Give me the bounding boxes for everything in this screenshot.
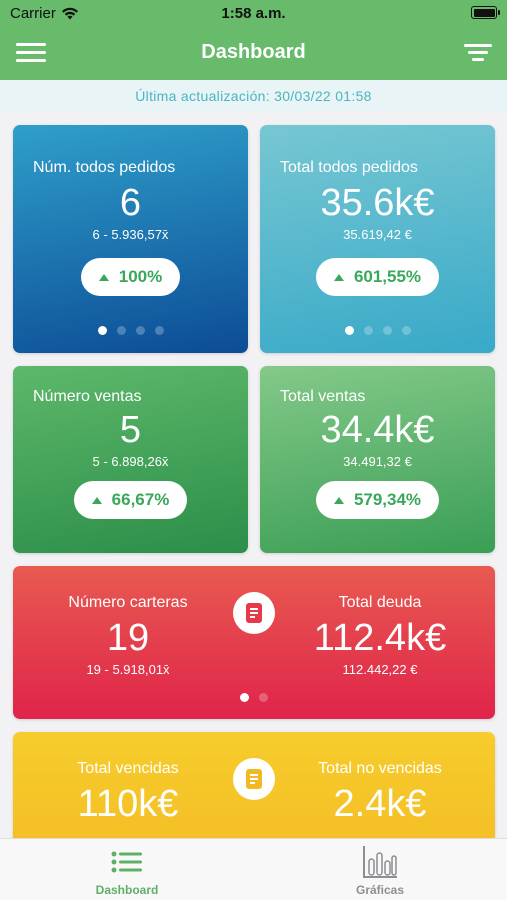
tab-graficas[interactable]: Gráficas (310, 845, 450, 897)
page-dot[interactable] (135, 326, 145, 335)
card-label: Número carteras (68, 594, 188, 611)
last-update-banner: Última actualización: 30/03/22 01:58 (0, 80, 507, 112)
tab-label: Gráficas (355, 883, 405, 897)
card-sub: 34.491,32 € (343, 454, 412, 469)
bar-chart-icon (310, 845, 450, 879)
portfolios-section: Número carteras 19 19 - 5.918,01x̄ (38, 594, 218, 677)
not-overdue-section: Total no vencidas 2.4k€ (290, 760, 470, 826)
card-sales-count[interactable]: Número ventas 5 5 - 6.898,26x̄ 66,67% (13, 366, 248, 553)
carrier-label: Carrier (10, 5, 56, 22)
page-title: Dashboard (201, 41, 306, 63)
card-label: Total deuda (338, 594, 422, 611)
arrow-up-icon (91, 496, 102, 504)
filter-icon[interactable] (463, 44, 493, 64)
page-indicator[interactable] (13, 326, 248, 335)
card-label: Núm. todos pedidos (33, 159, 176, 176)
change-value: 66,67% (111, 490, 170, 509)
arrow-up-icon (333, 496, 344, 504)
card-value: 2.4k€ (333, 783, 427, 825)
page-indicator[interactable] (13, 693, 495, 702)
battery-icon (471, 6, 500, 19)
arrow-up-icon (333, 273, 344, 281)
card-label: Total ventas (280, 388, 366, 405)
tab-bar: Dashboard Gráficas (0, 838, 507, 900)
card-sales-total[interactable]: Total ventas 34.4k€ 34.491,32 € 579,34% (260, 366, 495, 553)
arrow-up-icon (98, 273, 109, 281)
card-debt[interactable]: Número carteras 19 19 - 5.918,01x̄ Total… (13, 566, 495, 719)
change-badge: 579,34% (315, 481, 440, 519)
tab-label: Dashboard (95, 883, 159, 897)
receipt-icon (233, 592, 275, 634)
card-sub: 35.619,42 € (343, 227, 412, 242)
card-value: 6 (119, 182, 142, 224)
card-orders-count[interactable]: Núm. todos pedidos 6 6 - 5.936,57x̄ 100% (13, 125, 248, 353)
card-value: 5 (119, 409, 142, 451)
tab-dashboard[interactable]: Dashboard (57, 845, 197, 897)
card-orders-total[interactable]: Total todos pedidos 35.6k€ 35.619,42 € 6… (260, 125, 495, 353)
card-sub: 5 - 6.898,26x̄ (92, 454, 169, 469)
change-badge: 601,55% (315, 258, 440, 296)
card-label: Total no vencidas (318, 760, 442, 777)
page-dot[interactable] (97, 326, 107, 335)
card-sub: 19 - 5.918,01x̄ (86, 662, 170, 677)
page-dot[interactable] (382, 326, 392, 335)
change-value: 579,34% (353, 490, 422, 509)
page-dot[interactable] (259, 693, 268, 702)
card-value: 19 (106, 617, 150, 659)
list-icon (57, 845, 197, 879)
page-dot[interactable] (344, 326, 354, 335)
hamburger-menu-icon[interactable] (16, 43, 46, 63)
receipt-icon (233, 758, 275, 800)
card-sub: 6 - 5.936,57x̄ (92, 227, 169, 242)
change-badge: 66,67% (73, 481, 188, 519)
carrier: Carrier (10, 5, 79, 22)
card-label: Total vencidas (77, 760, 179, 777)
debt-section: Total deuda 112.4k€ 112.442,22 € (290, 594, 470, 677)
page-indicator[interactable] (260, 326, 495, 335)
wifi-icon (61, 7, 78, 20)
change-badge: 100% (80, 258, 181, 296)
card-label: Número ventas (33, 388, 142, 405)
change-value: 100% (118, 267, 163, 286)
nav-bar: Dashboard (0, 28, 507, 80)
overdue-section: Total vencidas 110k€ (38, 760, 218, 826)
card-sub: 112.442,22 € (342, 662, 418, 677)
change-value: 601,55% (353, 267, 422, 286)
page-dot[interactable] (116, 326, 126, 335)
page-dot[interactable] (401, 326, 411, 335)
card-value: 34.4k€ (320, 409, 435, 451)
page-dot[interactable] (240, 693, 249, 702)
status-time: 1:58 a.m. (221, 5, 286, 22)
page-dot[interactable] (154, 326, 164, 335)
status-bar: Carrier 1:58 a.m. (0, 0, 507, 28)
card-value: 110k€ (77, 783, 179, 825)
card-value: 112.4k€ (313, 617, 447, 659)
page-dot[interactable] (363, 326, 373, 335)
card-value: 35.6k€ (320, 182, 435, 224)
card-label: Total todos pedidos (280, 159, 418, 176)
